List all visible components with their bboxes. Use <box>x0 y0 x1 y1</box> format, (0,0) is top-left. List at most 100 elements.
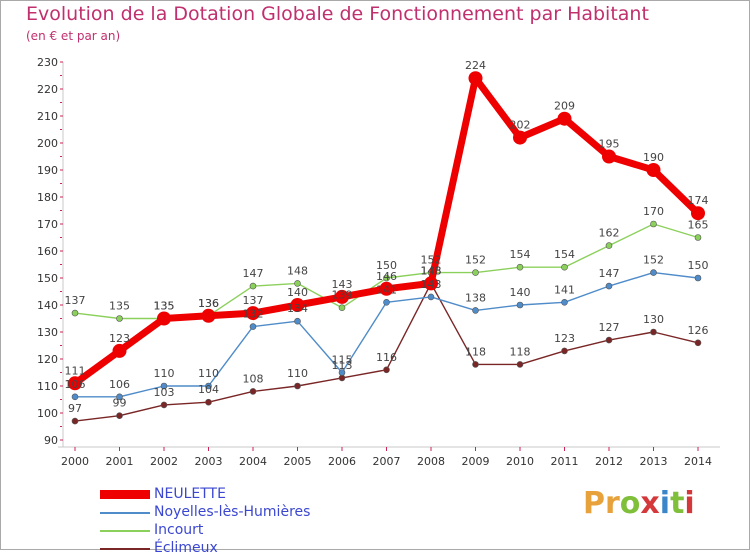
data-label: 110 <box>287 367 308 380</box>
data-label: 136 <box>198 297 219 310</box>
data-point <box>338 369 346 376</box>
data-point <box>516 301 524 309</box>
data-point <box>294 382 301 390</box>
data-label: 141 <box>554 283 575 296</box>
data-point <box>249 388 257 395</box>
data-label: 143 <box>421 278 442 291</box>
data-point <box>205 382 212 390</box>
data-point <box>694 339 702 347</box>
data-point <box>605 336 613 344</box>
data-label: 116 <box>376 351 397 364</box>
data-label: 140 <box>287 286 308 299</box>
data-label: 147 <box>243 267 264 280</box>
y-tick-label: 180 <box>37 191 58 204</box>
data-point <box>472 361 479 368</box>
data-label: 174 <box>688 194 709 207</box>
data-point <box>516 263 524 271</box>
data-label: 202 <box>510 119 531 132</box>
x-tick-label: 2011 <box>551 455 579 468</box>
data-label: 165 <box>688 219 709 232</box>
data-label: 118 <box>465 345 486 358</box>
data-point <box>249 282 257 290</box>
y-tick-label: 220 <box>37 83 58 96</box>
data-point <box>561 298 568 306</box>
y-tick-label: 230 <box>37 56 58 69</box>
data-point <box>513 130 527 145</box>
data-point <box>516 361 524 368</box>
data-label: 140 <box>510 286 531 299</box>
data-label: 195 <box>599 138 620 151</box>
data-label: 148 <box>287 264 308 277</box>
data-label: 126 <box>688 324 709 337</box>
data-point <box>249 323 257 330</box>
legend-label: Incourt <box>154 522 204 538</box>
data-point <box>694 274 702 282</box>
data-label: 110 <box>198 367 219 380</box>
x-tick-label: 2014 <box>684 455 712 468</box>
data-label: 97 <box>68 402 82 415</box>
data-point <box>650 328 657 336</box>
y-tick-label: 120 <box>37 353 58 366</box>
data-label: 146 <box>376 270 397 283</box>
x-tick-label: 2000 <box>61 455 89 468</box>
data-label: 190 <box>643 151 664 164</box>
data-label: 150 <box>688 259 709 272</box>
y-tick-label: 200 <box>37 137 58 150</box>
data-point <box>335 289 349 304</box>
data-label: 148 <box>421 264 442 277</box>
legend-swatch <box>100 530 150 532</box>
y-tick-label: 90 <box>44 434 58 447</box>
data-label: 150 <box>376 259 397 272</box>
data-point <box>160 401 168 409</box>
data-label: 139 <box>332 289 353 302</box>
x-tick-label: 2001 <box>106 455 134 468</box>
x-tick-label: 2012 <box>595 455 623 468</box>
data-point <box>71 393 79 401</box>
legend-label: Éclimeux <box>154 540 218 556</box>
legend-swatch <box>100 548 150 550</box>
data-label: 99 <box>113 397 127 410</box>
data-label: 132 <box>243 308 264 321</box>
data-point <box>383 274 390 282</box>
x-tick-label: 2007 <box>373 455 401 468</box>
x-tick-label: 2004 <box>239 455 267 468</box>
data-point <box>383 366 390 374</box>
x-tick-label: 2003 <box>195 455 223 468</box>
data-point <box>561 347 568 355</box>
data-label: 154 <box>554 248 575 261</box>
data-label: 148 <box>421 264 442 277</box>
chart-title: Evolution de la Dotation Globale de Fonc… <box>26 3 649 25</box>
data-label: 134 <box>287 302 308 315</box>
data-label: 209 <box>554 100 575 113</box>
data-point <box>71 309 79 317</box>
data-label: 137 <box>243 294 264 307</box>
data-label: 147 <box>599 267 620 280</box>
data-label: 143 <box>332 278 353 291</box>
data-label: 115 <box>332 354 353 367</box>
data-point <box>71 417 79 425</box>
data-point <box>602 149 616 164</box>
data-point <box>116 315 123 322</box>
y-tick-label: 130 <box>37 326 58 339</box>
data-point <box>116 412 123 420</box>
x-tick-label: 2006 <box>328 455 356 468</box>
data-label: 135 <box>154 300 175 313</box>
legend-label: NEULETTE <box>154 486 226 502</box>
data-point <box>650 269 657 276</box>
data-label: 110 <box>154 367 175 380</box>
legend-label: Noyelles-lès-Humières <box>154 504 311 520</box>
y-tick-label: 140 <box>37 299 58 312</box>
data-point <box>290 298 305 312</box>
data-point <box>691 206 705 221</box>
data-point <box>472 269 479 276</box>
data-label: 127 <box>599 321 620 334</box>
data-label: 104 <box>198 383 219 396</box>
x-tick-label: 2002 <box>150 455 178 468</box>
data-point <box>468 71 483 86</box>
data-point <box>646 163 661 177</box>
data-label: 106 <box>65 378 86 391</box>
y-tick-label: 190 <box>37 164 58 177</box>
data-point <box>338 304 346 312</box>
